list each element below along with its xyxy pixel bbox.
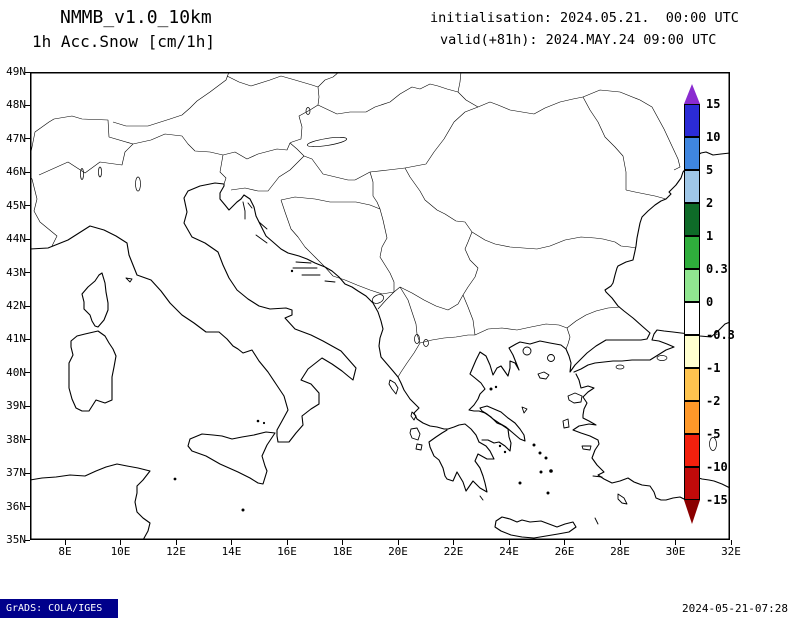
lat-tick [25,71,30,73]
valid-time: valid(+81h): 2024.MAY.24 09:00 UTC [440,32,717,48]
lat-tick-label: 37N [6,466,26,480]
colorbar-level-label: 1 [706,229,714,243]
colorbar-level-label: 2 [706,196,714,210]
lon-tick [397,540,399,545]
lon-tick [619,540,621,545]
lon-tick-label: 20E [388,545,408,558]
lat-tick [25,272,30,274]
lat-tick-label: 46N [6,165,26,179]
lon-tick-label: 12E [166,545,186,558]
country-borders [30,72,681,378]
colorbar-level-label: -10 [706,460,728,474]
lakes [80,107,717,451]
lon-tick-label: 22E [443,545,464,558]
lon-tick [508,540,510,545]
colorbar-segment [684,434,700,467]
lat-tick-label: 47N [6,131,26,145]
lat-tick [25,539,30,541]
lon-tick-label: 28E [610,545,630,558]
lon-tick [231,540,232,545]
lon-tick-label: 18E [332,545,353,558]
lat-tick [25,205,30,207]
map-svg [30,72,730,540]
lat-tick [25,372,30,374]
lat-tick-label: 35N [6,533,26,546]
colorbar-arrow-bottom [684,500,700,524]
lon-tick [730,540,732,545]
map-frame [30,72,730,540]
lon-tick [342,540,343,545]
lat-tick-label: 41N [6,332,26,346]
creation-timestamp: 2024-05-21-07:28 [682,602,788,615]
lat-tick [25,472,30,474]
colorbar-segment [684,170,700,203]
product-name: 1h Acc.Snow [cm/1h] [32,32,216,51]
colorbar-segment [684,467,700,500]
colorbar-level-label: -1 [706,361,721,375]
lon-tick [286,540,288,545]
lat-tick-label: 42N [6,299,26,312]
colorbar-level-label: 5 [706,163,714,177]
colorbar-level-label: -0.3 [706,328,735,342]
colorbar-segment [684,368,700,401]
coastlines [30,151,730,540]
lat-tick-label: 49N [6,65,26,78]
islands [125,201,628,525]
lon-tick [675,540,676,545]
lat-tick [25,338,30,340]
lat-tick [25,506,30,508]
map-border [30,72,730,540]
lon-tick [64,540,66,545]
grads-credit-text: GrADS: COLA/IGES [6,603,103,614]
lon-tick-label: 10E [110,545,131,558]
colorbar-segment [684,401,700,434]
lon-tick-label: 32E [721,545,741,558]
colorbar-segment [684,236,700,269]
lon-tick-label: 24E [499,545,519,558]
lon-tick [120,540,121,545]
lon-tick-label: 14E [221,545,242,558]
lat-tick-label: 38N [6,432,26,446]
lat-tick [25,305,30,307]
lon-tick-label: 8E [58,545,72,558]
colorbar-level-label: -2 [706,394,721,408]
islet-dots [173,269,553,512]
colorbar-segment [684,302,700,335]
colorbar-segment [684,203,700,236]
lon-tick-label: 16E [277,545,297,558]
lat-tick [25,405,30,407]
lon-tick [175,540,177,545]
colorbar-level-label: 10 [706,130,721,144]
colorbar-level-label: -5 [706,427,721,441]
colorbar-level-label: -15 [706,493,728,507]
lon-tick [564,540,565,545]
initialisation-time: initialisation: 2024.05.21. 00:00 UTC [430,10,739,26]
lat-tick-label: 43N [6,265,26,279]
lon-tick-label: 26E [554,545,575,558]
colorbar-segment [684,269,700,302]
colorbar-arrow-top [684,84,700,104]
lat-tick [25,238,30,240]
grads-credit-badge: GrADS: COLA/IGES [0,599,118,618]
colorbar-level-label: 0 [706,295,714,309]
lat-tick-label: 40N [6,365,26,379]
lon-tick [453,540,454,545]
lat-tick-label: 39N [6,399,26,413]
lat-tick-label: 45N [6,198,26,212]
lat-tick [25,104,30,106]
lat-tick [25,138,30,140]
lat-tick [25,439,30,441]
lat-tick-label: 36N [6,499,26,513]
lat-tick-label: 44N [6,232,26,246]
lon-tick-label: 30E [665,545,686,558]
colorbar-segment [684,335,700,368]
colorbar-level-label: 15 [706,97,721,111]
model-name: NMMB_v1.0_10km [60,7,212,28]
colorbar-segment [684,104,700,137]
colorbar-segment [684,137,700,170]
lat-tick [25,171,30,173]
colorbar-level-label: 0.3 [706,262,728,276]
lat-tick-label: 48N [6,98,26,112]
